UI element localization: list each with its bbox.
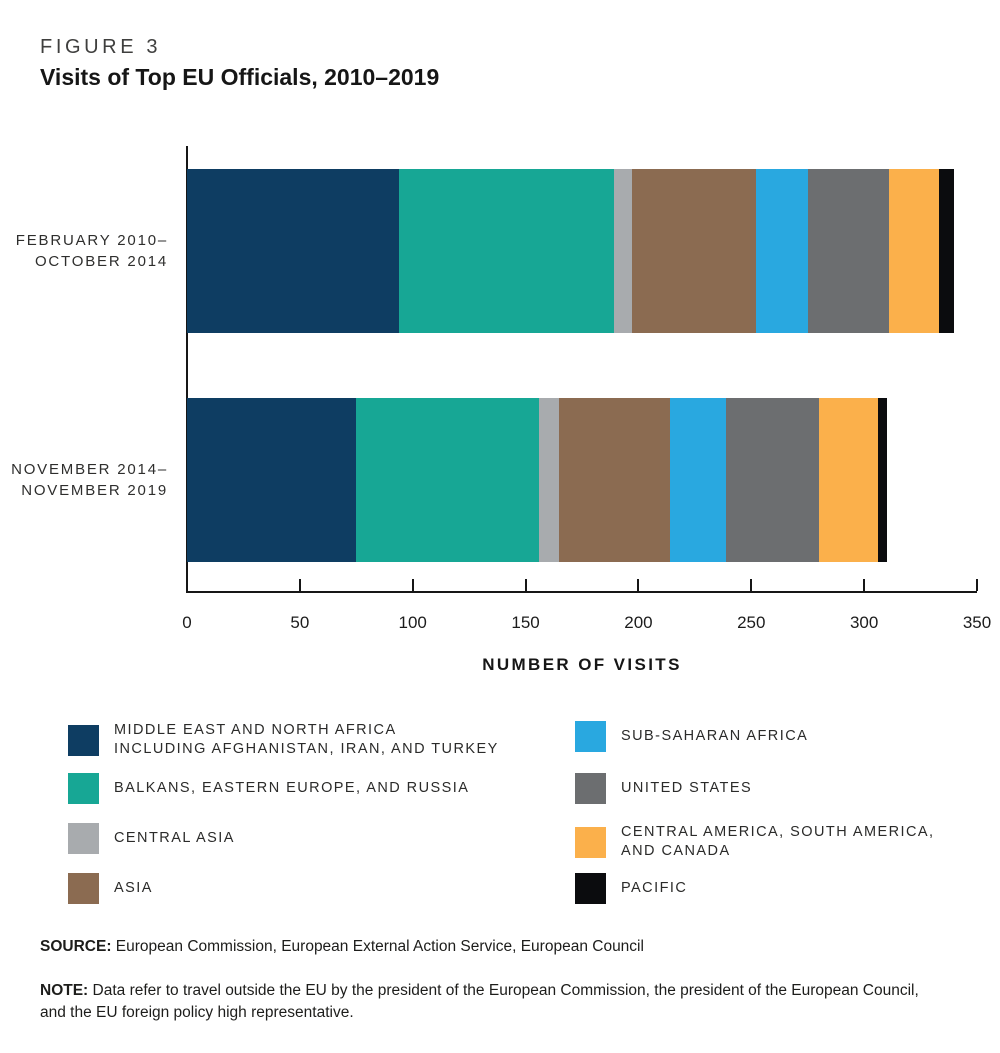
bar-row [187, 169, 955, 333]
legend-item: SUB-SAHARAN AFRICA [575, 721, 968, 752]
legend-label: BALKANS, EASTERN EUROPE, AND RUSSIA [114, 780, 470, 796]
legend-swatch [575, 721, 606, 752]
x-tick-label-350: 350 [962, 613, 992, 632]
legend-swatch [68, 873, 99, 904]
bar-segment [818, 398, 878, 562]
plot-area: 0 50 100 150 200 250 300 350 FEBRUARY 2010– OCTO… [11, 146, 991, 632]
legend-item: BALKANS, EASTERN EUROPE, AND RUSSIA [68, 773, 575, 804]
note-label: NOTE: [40, 982, 89, 999]
note-text: NOTE: Data refer to travel outside the E… [40, 980, 920, 1024]
bar-segment [399, 169, 614, 333]
note-value: Data refer to travel outside the EU by t… [40, 982, 919, 1021]
x-tick-250 [750, 579, 753, 591]
x-tick-label-200: 200 [624, 613, 653, 632]
legend-swatch [575, 873, 606, 904]
bar-segment [613, 169, 632, 333]
x-tick-100 [411, 579, 414, 591]
y-axis-line [186, 146, 188, 593]
bar-segment [187, 169, 400, 333]
legend-item: CENTRAL ASIA [68, 823, 575, 854]
legend-swatch [575, 826, 606, 858]
legend-item: UNITED STATES [575, 773, 968, 804]
source-label: SOURCE: [40, 938, 112, 955]
legend-item: ASIA [68, 873, 575, 904]
source-value: European Commission, European External A… [111, 938, 644, 955]
source-text: SOURCE: European Commission, European Ex… [40, 936, 920, 958]
bar-segment [755, 169, 808, 333]
legend-label: SUB-SAHARAN AFRICA [621, 728, 809, 744]
legend-swatch [575, 773, 606, 804]
x-tick-150 [524, 579, 527, 591]
x-tick-label-50: 50 [290, 613, 310, 632]
legend-item: PACIFIC [575, 873, 968, 904]
x-tick-300 [863, 579, 866, 591]
x-tick-label-150: 150 [511, 613, 540, 632]
legend-item: MIDDLE EAST AND NORTH AFRICA INCLUDING AF… [68, 721, 575, 759]
x-tick-label-250: 250 [737, 613, 766, 632]
bar-segment [559, 398, 671, 562]
legend-label: ASIA [114, 880, 153, 896]
figure-label: FIGURE 3 [40, 36, 162, 58]
legend-label: PACIFIC [621, 880, 688, 896]
legend-swatch [68, 773, 99, 804]
bar-segment [631, 169, 756, 333]
legend-label: MIDDLE EAST AND NORTH AFRICA INCLUDING AF… [114, 722, 499, 757]
category-label: FEBRUARY 2010– OCTOBER 2014 [15, 232, 168, 270]
legend-swatch [68, 823, 99, 854]
bar-segment [356, 398, 540, 562]
bar-segment [877, 398, 887, 562]
x-tick-350 [976, 579, 978, 591]
category-label: NOVEMBER 2014– NOVEMBER 2019 [11, 461, 168, 499]
bar-row [187, 398, 887, 562]
x-tick-label-0: 0 [182, 613, 192, 632]
x-tick-50 [298, 579, 301, 591]
bar-segment [726, 398, 819, 562]
x-tick-label-300: 300 [849, 613, 879, 632]
legend-label: UNITED STATES [621, 780, 753, 796]
x-tick-200 [637, 579, 640, 591]
legend-label: CENTRAL ASIA [114, 830, 235, 846]
legend-swatch [68, 724, 99, 756]
legend: MIDDLE EAST AND NORTH AFRICA INCLUDING AF… [68, 721, 968, 904]
bar-segment [539, 398, 560, 562]
legend-item: CENTRAL AMERICA, SOUTH AMERICA, AND CANAD… [575, 823, 968, 861]
bar-segment [938, 169, 955, 333]
legend-label: CENTRAL AMERICA, SOUTH AMERICA, AND CANAD… [621, 824, 935, 859]
bar-segment [888, 169, 939, 333]
x-tick-label-100: 100 [398, 613, 427, 632]
bar-segment [807, 169, 889, 333]
bar-segment [670, 398, 727, 562]
bar-segment [187, 398, 357, 562]
page-title: Visits of Top EU Officials, 2010–2019 [40, 64, 440, 90]
x-axis-line [186, 591, 977, 593]
x-axis-title: NUMBER OF VISITS [482, 655, 682, 674]
